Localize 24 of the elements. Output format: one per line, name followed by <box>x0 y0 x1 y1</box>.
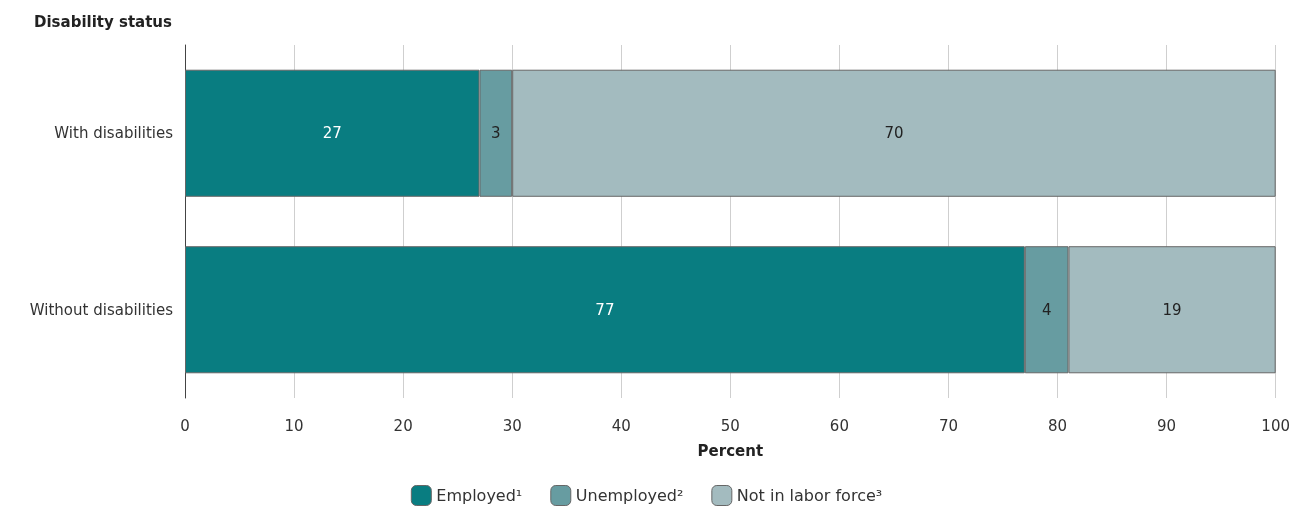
x-tick-label: 20 <box>393 416 413 435</box>
y-tick-label: Without disabilities <box>29 300 174 319</box>
y-axis-title: Disability status <box>34 12 173 31</box>
x-tick-label: 10 <box>284 416 304 435</box>
x-tick-label: 60 <box>829 416 849 435</box>
data-label: 77 <box>595 300 615 319</box>
data-label: 27 <box>322 124 342 143</box>
x-tick-label: 100 <box>1261 416 1291 435</box>
data-label: 4 <box>1041 300 1052 319</box>
data-label: 3 <box>491 124 501 143</box>
legend-label: Employed¹ <box>436 486 523 505</box>
x-tick-label: 90 <box>1157 416 1177 435</box>
x-tick-label: 30 <box>502 416 522 435</box>
y-tick-label: With disabilities <box>54 124 174 143</box>
x-tick-label: 0 <box>180 416 190 435</box>
data-label: 19 <box>1162 300 1182 319</box>
legend-label: Unemployed² <box>575 486 684 505</box>
x-tick-label: 70 <box>938 416 959 435</box>
x-axis-title: Percent <box>697 441 764 460</box>
x-tick-label: 50 <box>720 416 740 435</box>
legend-label: Not in labor force³ <box>736 486 883 505</box>
x-tick-label: 40 <box>611 416 631 435</box>
data-label: 70 <box>884 124 904 143</box>
x-tick-label: 80 <box>1048 416 1068 435</box>
